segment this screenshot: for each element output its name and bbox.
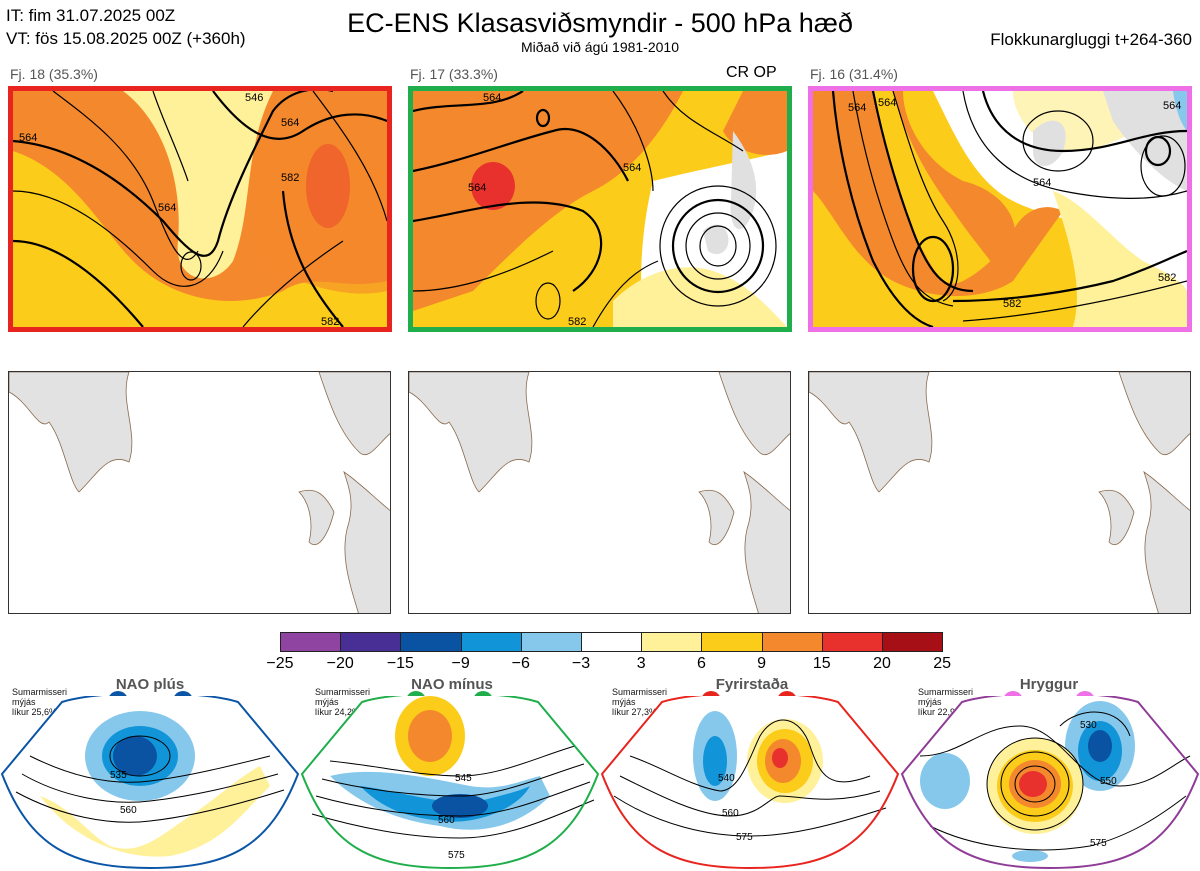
regime-3-map: 540 560 575 [600,696,900,870]
colorbar-swatch [520,632,582,652]
colorbar-tick-label: 25 [933,655,952,672]
regime-3-contour-label-2: 560 [722,808,739,819]
regime-1-note-line-1: Sumarmisseri [12,687,68,697]
cluster-1-contour-label-3: 564 [281,117,299,129]
cluster-1-contour-label-6: 582 [321,316,339,327]
colorbar-tick-label: 20 [873,655,891,672]
regime-4-note-line-3: líkur 22,9% [918,707,964,717]
colorbar-swatch [400,632,462,652]
colorbar-swatch [761,632,823,652]
regime-3-note-line-2: mýjás [612,697,636,707]
init-time: IT: fim 31.07.2025 00Z [6,6,176,25]
regime-1-contour-label-1: 535 [110,770,127,781]
colorbar-tick-label: −15 [386,655,414,672]
classification-window: Flokkunargluggi t+264-360 [990,30,1192,49]
regime-1-contour-label-2: 560 [120,805,137,816]
cluster-1-contour-label-2: 546 [245,92,263,104]
regime-4-contour-label-2: 550 [1100,776,1117,787]
colorbar-tick-label: 15 [812,655,831,672]
colorbar-swatch [581,632,643,652]
regime-4-contour-label-3: 575 [1090,838,1107,849]
colorbar-swatch [882,632,944,652]
regime-3-name: Fyrirstaða [715,676,789,693]
regime-2-contour-label-2: 560 [438,815,455,826]
regime-3-contour-label-1: 540 [718,773,735,784]
regime-3-note: Sumarmisseri mýjás líkur 27,3% [612,687,667,717]
regime-1-note: Sumarmisseri mýjás líkur 25,6% [12,687,67,717]
regime-1-name: NAO plús [115,676,185,693]
header-left: IT: fim 31.07.2025 00Z VT: fös 15.08.202… [6,4,246,50]
regime-4-contour-label-1: 530 [1080,720,1097,731]
colorbar-tick-label: 9 [757,655,767,672]
cluster-1-map: 564 546 564 582 564 582 [8,86,392,332]
colorbar-tick-label: −25 [266,655,294,672]
colorbar-swatch [460,632,522,652]
regime-2-name: NAO mínus [411,676,493,693]
colorbar-swatch [821,632,883,652]
colorbar-tick-label: 3 [636,655,646,672]
regime-4-name: Hryggur [1019,676,1079,693]
regime-2-contour-label-3: 575 [448,850,465,861]
colorbar-tick-label: −9 [451,655,470,672]
cluster-3-contour-label-4: 564 [1033,177,1051,189]
cluster-2-contour-label-2: 564 [468,182,486,194]
regime-1-note-line-2: mýjás [12,697,36,707]
colorbar-tick-label: −20 [326,655,354,672]
regime-1-note-line-3: líkur 25,6% [12,707,58,717]
blank-map-1 [8,371,391,614]
cluster-1-contour-label-4: 582 [281,172,299,184]
regime-2-map: 545 560 575 [300,696,600,870]
cluster-3-map: 564 564 564 564 582 582 [808,86,1192,332]
cluster-3-contour-label-3: 564 [1163,100,1181,112]
cluster-3-contour-label-6: 582 [1158,272,1176,284]
regime-4-note-line-2: mýjás [918,697,942,707]
cluster-2-contour-label-3: 564 [623,162,641,174]
regime-2-note: Sumarmisseri mýjás líkur 24,2% [315,687,370,717]
page-subtitle: Miðað við ágú 1981-2010 [520,39,679,55]
regime-4-map: 530 550 575 [900,696,1200,870]
regime-3-note-line-3: líkur 27,3% [612,707,658,717]
regime-4-note-line-1: Sumarmisseri [918,687,974,697]
colorbar-swatch [701,632,763,652]
colorbar-swatch [641,632,703,652]
regime-3-contour-label-3: 575 [736,832,753,843]
regime-1-map: 535 560 [0,696,300,870]
regime-2-note-line-3: líkur 24,2% [315,707,361,717]
page-title: EC-ENS Klasasviðsmyndir - 500 hPa hæð [347,8,853,38]
cluster-3-contour-label-5: 582 [1003,298,1021,310]
blank-map-3 [808,371,1191,614]
cluster-2-contour-label-1: 564 [483,92,501,104]
cluster-3-contour-label-1: 564 [848,102,866,114]
cluster-2-map: 564 564 564 582 [408,86,792,332]
cluster-1-contour-label-5: 564 [158,202,176,214]
blank-map-2 [408,371,791,614]
regime-3-note-line-1: Sumarmisseri [612,687,668,697]
regime-2-contour-label-1: 545 [455,773,472,784]
cluster-2-label: Fj. 17 (33.3%) [410,66,498,82]
colorbar-tick-label: −3 [571,655,591,672]
colorbar-tick-label: 6 [696,655,706,672]
cluster-3-contour-label-2: 564 [878,97,896,109]
regime-2-note-line-2: mýjás [315,697,339,707]
colorbar-swatch [340,632,402,652]
valid-time: VT: fös 15.08.2025 00Z (+360h) [6,29,246,48]
cluster-2-op-label: CR OP [726,64,777,81]
colorbar-tick-label: −6 [511,655,530,672]
colorbar-swatch [280,632,342,652]
regime-4-note: Sumarmisseri mýjás líkur 22,9% [918,687,973,717]
regime-maps: 535 560 545 560 575 [0,696,1200,870]
regime-2-note-line-1: Sumarmisseri [315,687,371,697]
cluster-2-contour-label-4: 582 [568,316,586,327]
cluster-1-contour-label-1: 564 [19,132,37,144]
cluster-3-label: Fj. 16 (31.4%) [810,66,898,82]
cluster-1-label: Fj. 18 (35.3%) [10,66,98,82]
